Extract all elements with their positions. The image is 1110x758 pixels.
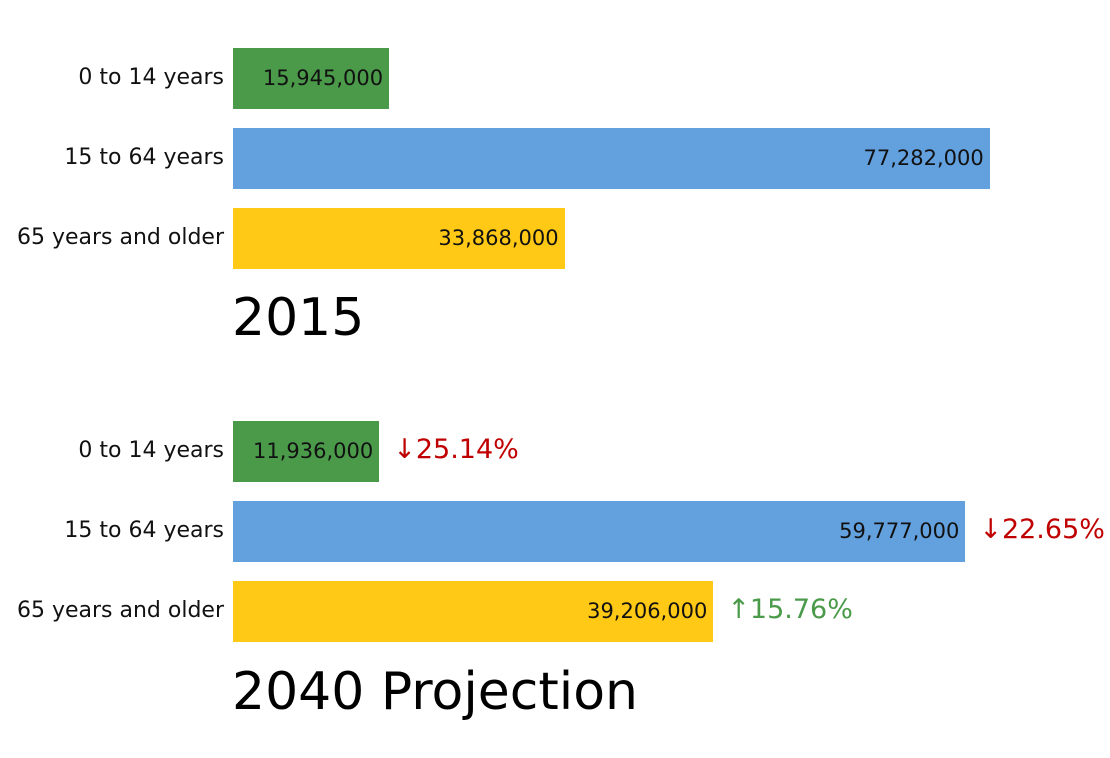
category-label: 65 years and older [16, 225, 224, 250]
chart-title: 2040 Projection [232, 662, 638, 722]
category-label: 65 years and older [16, 598, 224, 623]
data-label: 33,868,000 [438, 226, 559, 250]
change-label: ↓25.14% [393, 434, 519, 465]
category-label: 15 to 64 years [64, 518, 224, 543]
category-label: 0 to 14 years [78, 438, 224, 463]
data-label: 15,945,000 [262, 66, 384, 90]
data-label: 77,282,000 [863, 146, 984, 170]
bar [233, 421, 380, 482]
bar [233, 581, 714, 642]
bar [233, 501, 966, 562]
bar [233, 208, 565, 269]
bar [233, 48, 390, 109]
chart-title: 2015 [232, 288, 365, 348]
category-label: 0 to 14 years [78, 65, 224, 90]
data-label: 39,206,000 [587, 599, 708, 623]
bar [233, 128, 990, 189]
data-label: 59,777,000 [839, 519, 960, 543]
change-label: ↑15.76% [727, 594, 853, 625]
category-label: 15 to 64 years [64, 145, 224, 170]
change-label: ↓22.65% [979, 514, 1105, 545]
data-label: 11,936,000 [252, 439, 374, 463]
